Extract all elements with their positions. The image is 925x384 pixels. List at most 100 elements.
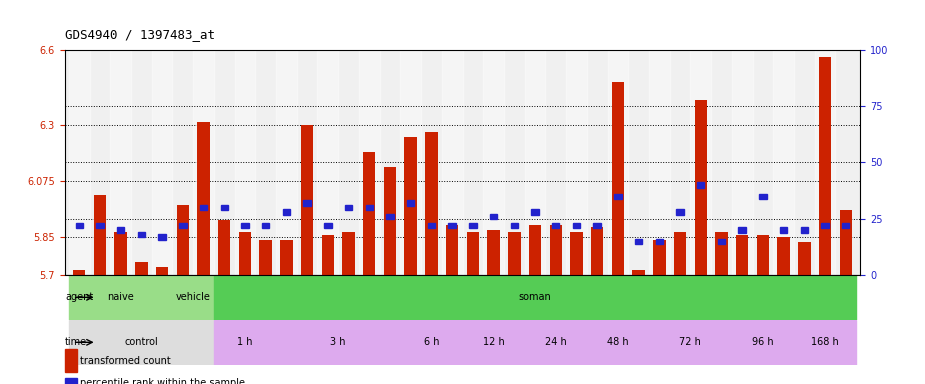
Bar [531, 209, 538, 215]
Bar [673, 232, 686, 275]
Bar [801, 227, 808, 233]
Bar [220, 205, 228, 210]
Bar [427, 223, 435, 228]
Bar [401, 320, 462, 365]
Bar [777, 237, 790, 275]
Bar [738, 227, 746, 233]
Bar [773, 50, 794, 275]
Bar [241, 223, 249, 228]
Bar [490, 214, 498, 219]
Bar [487, 230, 500, 275]
Bar [529, 225, 541, 275]
Bar [483, 50, 504, 275]
Bar [407, 200, 414, 206]
Text: 1 h: 1 h [237, 337, 253, 347]
Text: 6 h: 6 h [424, 337, 439, 347]
Bar [239, 232, 252, 275]
Bar [177, 205, 189, 275]
Bar [508, 232, 521, 275]
Bar [197, 122, 210, 275]
Bar [401, 50, 421, 275]
Bar [466, 232, 479, 275]
Bar [96, 223, 104, 228]
Bar [798, 242, 810, 275]
Bar [138, 232, 145, 237]
Bar [649, 320, 732, 365]
Bar [552, 223, 560, 228]
Bar [73, 270, 85, 275]
Bar [656, 238, 663, 244]
Bar [172, 275, 214, 320]
Text: 24 h: 24 h [545, 337, 567, 347]
Bar [276, 50, 297, 275]
Bar [115, 232, 127, 275]
Bar [586, 320, 649, 365]
Text: 72 h: 72 h [680, 337, 701, 347]
Text: 96 h: 96 h [752, 337, 773, 347]
Bar [135, 262, 148, 275]
Text: transformed count: transformed count [80, 356, 170, 366]
Bar [218, 220, 230, 275]
Text: 168 h: 168 h [811, 337, 839, 347]
Bar [591, 227, 603, 275]
Bar [342, 232, 355, 275]
Bar [426, 132, 438, 275]
Text: vehicle: vehicle [176, 292, 211, 302]
Bar [462, 320, 524, 365]
Text: 48 h: 48 h [607, 337, 629, 347]
Bar [365, 205, 373, 210]
Bar [570, 232, 583, 275]
Bar [511, 223, 518, 228]
Bar [446, 225, 459, 275]
Bar [280, 240, 292, 275]
Bar [110, 50, 131, 275]
Bar [736, 235, 748, 275]
Bar [158, 234, 166, 240]
Bar [303, 200, 311, 206]
Bar [815, 50, 835, 275]
Bar [301, 125, 314, 275]
Bar [732, 320, 794, 365]
Bar [780, 227, 787, 233]
Bar [842, 223, 849, 228]
Bar [608, 50, 628, 275]
Bar [384, 167, 396, 275]
Bar [93, 195, 106, 275]
Bar [732, 50, 753, 275]
Bar [214, 275, 857, 320]
Bar [404, 137, 417, 275]
Bar [68, 275, 172, 320]
Bar [156, 267, 168, 275]
Text: 3 h: 3 h [330, 337, 346, 347]
Text: naive: naive [107, 292, 134, 302]
Bar [649, 50, 670, 275]
Bar [200, 205, 207, 210]
Bar [324, 223, 331, 228]
Bar [821, 223, 829, 228]
Bar [611, 83, 624, 275]
Bar [442, 50, 462, 275]
Bar [690, 50, 711, 275]
Bar [193, 50, 214, 275]
Bar [387, 214, 394, 219]
Text: 12 h: 12 h [483, 337, 504, 347]
Bar [68, 320, 214, 365]
Bar [653, 240, 665, 275]
Bar [276, 320, 401, 365]
Bar [676, 209, 684, 215]
Bar [635, 238, 642, 244]
Bar [614, 194, 622, 199]
Text: percentile rank within the sample: percentile rank within the sample [80, 378, 244, 384]
Bar [449, 223, 456, 228]
Bar [566, 50, 586, 275]
Bar [76, 223, 83, 228]
Bar [697, 182, 705, 188]
Bar [794, 320, 857, 365]
Bar [715, 232, 728, 275]
Bar [363, 152, 376, 275]
Bar [469, 223, 476, 228]
Bar [695, 100, 707, 275]
Bar [573, 223, 580, 228]
Bar [524, 50, 546, 275]
Bar [819, 58, 832, 275]
